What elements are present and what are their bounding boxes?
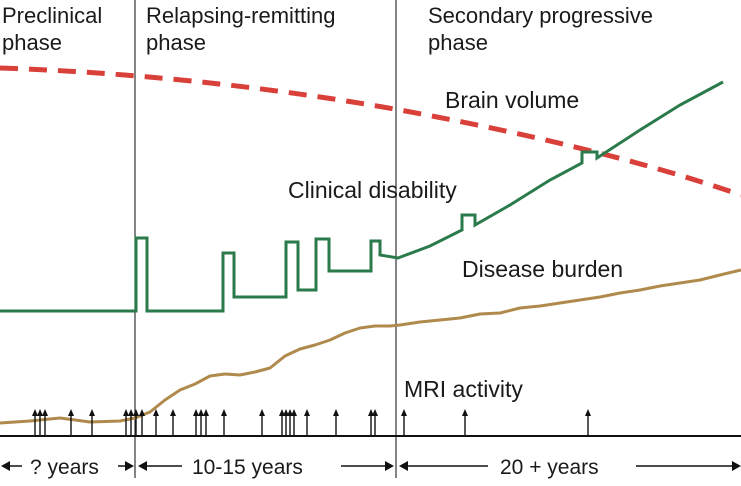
mri-activity-arrow	[259, 409, 265, 436]
mri-activity-arrow	[133, 409, 139, 436]
mri-activity-arrow	[89, 409, 95, 436]
mri-activity-arrow	[221, 409, 227, 436]
clinical-disability-label: Clinical disability	[288, 177, 457, 203]
mri-activity-arrow	[585, 409, 591, 436]
mri-activity-arrow	[368, 409, 374, 436]
mri-activity-arrow	[32, 409, 38, 436]
mri-activity-arrow	[304, 409, 310, 436]
mri-activity-arrow	[68, 409, 74, 436]
mri-activity-arrow	[139, 409, 145, 436]
duration-label-secondary-progressive: 20 + years	[500, 456, 599, 479]
mri-activity-arrow	[203, 409, 209, 436]
duration-bracket-secondary-progressive	[399, 461, 741, 471]
disease-burden-curve	[0, 268, 741, 425]
mri-activity-arrow	[193, 409, 199, 436]
mri-activity-arrow	[279, 409, 285, 436]
mri-activity-arrow	[170, 409, 176, 436]
brain-volume-label: Brain volume	[445, 87, 579, 113]
duration-bracket-relapsing-remitting	[138, 461, 394, 471]
mri-activity-arrow	[291, 409, 297, 436]
mri-activity-arrow	[198, 409, 204, 436]
mri-activity-arrow	[287, 409, 293, 436]
mri-activity-arrow	[37, 409, 43, 436]
mri-activity-arrow	[153, 409, 159, 436]
phase-title-secondary-progressive: Secondary progressive phase	[428, 3, 659, 55]
mri-activity-arrow	[401, 409, 407, 436]
duration-label-relapsing-remitting: 10-15 years	[192, 456, 303, 479]
clinical-disability-curve	[0, 80, 724, 313]
brain-volume-curve	[0, 65, 741, 198]
phase-title-preclinical: Preclinical phase	[2, 3, 108, 55]
mri-activity-label: MRI activity	[404, 376, 523, 402]
phase-title-relapsing-remitting: Relapsing-remitting phase	[146, 3, 342, 55]
mri-activity-arrow	[123, 409, 129, 436]
mri-activity-arrow	[42, 409, 48, 436]
duration-label-preclinical: ? years	[30, 456, 99, 479]
disease-burden-label: Disease burden	[462, 256, 623, 282]
mri-activity-arrow	[462, 409, 468, 436]
mri-activity-arrow	[283, 409, 289, 436]
mri-activity-arrow	[333, 409, 339, 436]
mri-activity-arrow	[128, 409, 134, 436]
duration-bracket-preclinical	[1, 461, 134, 471]
mri-activity-arrow	[372, 409, 378, 436]
mri-activity-arrows	[32, 409, 591, 436]
